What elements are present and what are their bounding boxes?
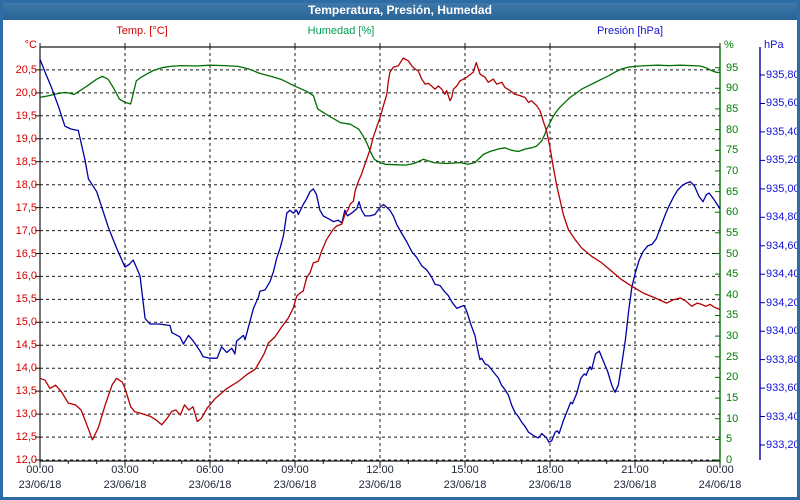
pressure-tick-label: 933,20 — [766, 439, 800, 451]
window-titlebar[interactable]: Temperatura, Presión, Humedad — [0, 0, 800, 20]
temp-tick-label: 13,0 — [15, 408, 37, 421]
window-title: Temperatura, Presión, Humedad — [308, 3, 492, 17]
legend-temperature-label: Temp. [°C] — [116, 25, 168, 37]
humidity-tick-label: 45 — [726, 268, 739, 281]
humidity-tick-label: 65 — [726, 185, 739, 198]
humidity-tick-label: 30 — [726, 330, 739, 343]
temp-tick-label: 13,5 — [15, 385, 37, 398]
humidity-tick-label: 20 — [726, 371, 739, 384]
date-tick-label: 23/06/18 — [273, 479, 317, 491]
date-tick-label: 23/06/18 — [528, 479, 572, 491]
temp-tick-label: 19,0 — [15, 132, 37, 145]
pressure-tick-label: 935,60 — [766, 97, 800, 110]
temp-tick-label: 16,5 — [15, 247, 37, 260]
series-pressure — [39, 59, 721, 443]
humidity-axis-unit: % — [724, 39, 734, 51]
humidity-tick-label: 90 — [726, 82, 739, 95]
date-tick-label: 23/06/18 — [18, 479, 62, 491]
humidity-tick-label: 5 — [726, 433, 733, 446]
temp-tick-label: 19,5 — [15, 109, 37, 122]
humidity-tick-label: 60 — [726, 206, 739, 219]
temp-tick-label: 18,0 — [15, 178, 37, 191]
time-tick-label: 18:00 — [536, 464, 564, 476]
time-tick-label: 03:00 — [111, 464, 139, 476]
pressure-tick-label: 935,80 — [766, 69, 800, 82]
series-temp — [39, 57, 721, 441]
humidity-tick-label: 80 — [726, 123, 739, 136]
time-tick-label: 21:00 — [621, 464, 649, 476]
date-tick-label: 23/06/18 — [188, 479, 232, 491]
humidity-tick-label: 70 — [726, 164, 739, 177]
temp-tick-label: 20,0 — [15, 86, 37, 99]
humidity-tick-label: 15 — [726, 392, 739, 405]
humidity-tick-label: 55 — [726, 226, 739, 239]
date-tick-label: 23/06/18 — [443, 479, 487, 491]
pressure-tick-label: 934,00 — [766, 325, 800, 338]
humidity-tick-label: 10 — [726, 412, 739, 425]
date-tick-label: 23/06/18 — [103, 479, 147, 491]
humidity-tick-label: 25 — [726, 350, 739, 363]
legend-pressure-label: Presión [hPa] — [596, 25, 664, 37]
time-tick-label: 00:00 — [26, 464, 54, 476]
pressure-tick-label: 934,20 — [766, 296, 800, 309]
temp-tick-label: 15,5 — [15, 293, 37, 306]
series-humidity — [39, 64, 721, 166]
time-tick-label: 15:00 — [451, 464, 479, 476]
humidity-tick-label: 95 — [726, 61, 739, 74]
temp-tick-label: 20,5 — [15, 63, 37, 76]
pressure-tick-label: 933,40 — [766, 410, 800, 423]
temp-axis-unit: °C — [24, 39, 37, 51]
humidity-tick-label: 85 — [726, 102, 739, 115]
legend-humidity-label: Humedad [%] — [307, 25, 375, 37]
time-tick-label: 12:00 — [366, 464, 394, 476]
humidity-tick-label: 50 — [726, 247, 739, 260]
humidity-tick-label: 40 — [726, 288, 739, 301]
temp-tick-label: 14,5 — [15, 339, 37, 352]
pressure-tick-label: 934,40 — [766, 268, 800, 281]
temp-tick-label: 17,5 — [15, 201, 37, 214]
date-tick-label: 23/06/18 — [613, 479, 657, 491]
humidity-tick-label: 75 — [726, 144, 739, 157]
pressure-axis-unit: hPa — [764, 39, 784, 51]
humidity-tick-label: 35 — [726, 309, 739, 322]
humidity-tick-label: 0 — [726, 454, 733, 466]
pressure-tick-label: 935,40 — [766, 125, 800, 138]
time-tick-label: 06:00 — [196, 464, 224, 476]
time-tick-label: 00:00 — [706, 464, 734, 476]
pressure-tick-label: 933,60 — [766, 382, 800, 395]
date-tick-label: 24/06/18 — [698, 479, 742, 491]
temp-tick-label: 12,0 — [15, 454, 37, 466]
pressure-tick-label: 934,60 — [766, 239, 800, 252]
date-tick-label: 23/06/18 — [358, 479, 402, 491]
pressure-tick-label: 934,80 — [766, 211, 800, 224]
temp-tick-label: 14,0 — [15, 362, 37, 375]
temp-tick-label: 18,5 — [15, 155, 37, 168]
pressure-tick-label: 935,20 — [766, 154, 800, 167]
temp-tick-label: 17,0 — [15, 224, 37, 237]
pressure-tick-label: 933,80 — [766, 353, 800, 366]
time-tick-label: 09:00 — [281, 464, 309, 476]
temp-tick-label: 12,5 — [15, 431, 37, 444]
pressure-tick-label: 935,00 — [766, 182, 800, 195]
temp-tick-label: 15,0 — [15, 316, 37, 329]
temp-tick-label: 16,0 — [15, 270, 37, 283]
